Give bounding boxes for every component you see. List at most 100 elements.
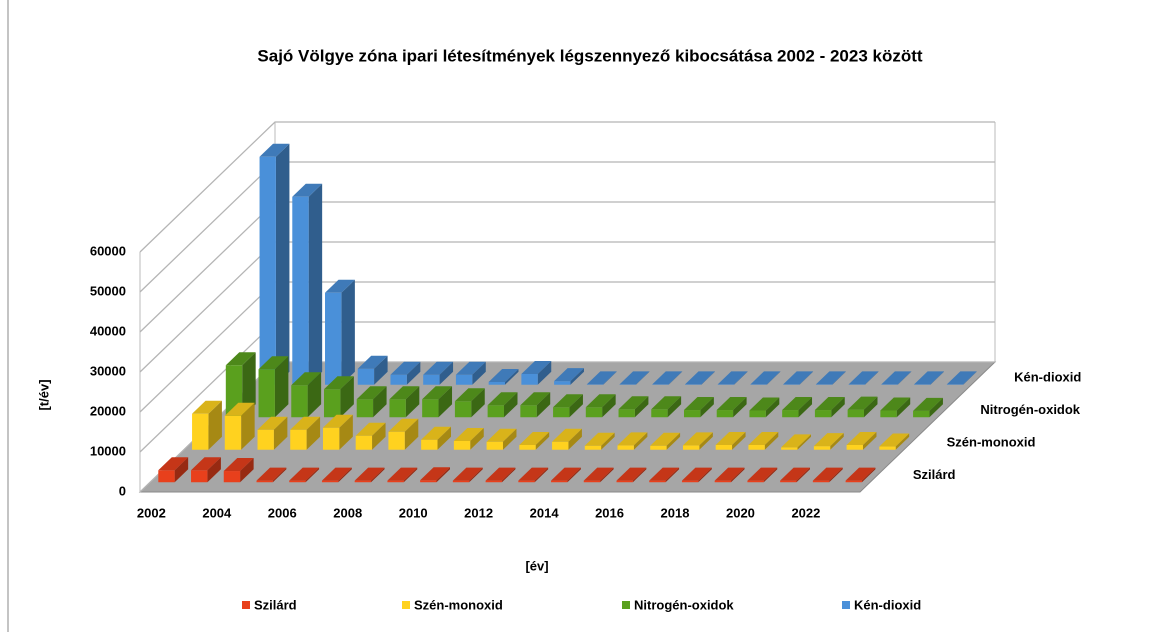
chart-title: Sajó Völgye zóna ipari létesítmények lég… [257,46,922,65]
bar-top [685,371,715,385]
bar-side [765,397,780,418]
bar-side [242,352,256,418]
bar-front [716,410,734,418]
bar-front [551,480,568,483]
bar [619,371,650,385]
bar [191,457,221,483]
bar-top [583,467,614,481]
bar [487,392,518,418]
bar-side [930,371,944,385]
bar-side [241,402,255,450]
bar-top [749,397,780,411]
bar-side [963,371,977,385]
bar-side [666,432,681,450]
bar-front [879,446,896,450]
bar-side [570,368,584,385]
bar-top [422,386,453,400]
bar-side [340,376,354,418]
bar-front [847,409,864,418]
bar-side [603,371,617,385]
bar-side [633,432,648,450]
bar-top [716,397,747,411]
bar [552,428,582,450]
legend-label: Kén-dioxid [854,597,921,612]
bar-front [356,399,374,418]
bar-front [616,480,633,483]
bar-side [929,397,943,418]
bar [423,361,454,385]
bar-side [830,433,844,450]
bar-side [733,397,747,418]
bar-top [521,360,552,374]
bar-side [766,371,781,385]
bar-front [223,471,241,483]
bar-front [452,480,470,483]
bar-front [486,441,503,450]
x-tick-label: 2002 [137,505,166,520]
y-tick-label: 20000 [90,403,126,418]
bar-side [832,371,846,385]
bar-front [191,470,208,483]
bar-front [158,470,175,483]
bar [685,371,715,385]
bar-top [454,388,485,402]
bar-top [551,467,581,481]
bar-side [472,361,486,385]
bar-top [452,467,483,481]
bar-top [782,397,813,411]
bar [387,467,418,483]
bar [618,396,649,418]
depth-axis-label: Kén-dioxid [1014,370,1081,385]
bar-front [355,435,373,450]
bar-side [307,372,322,418]
bar-front [518,480,535,483]
bar-top [879,433,910,447]
bar-side [665,467,680,483]
bar [388,418,419,450]
grid-line [139,121,995,253]
bar [356,386,387,418]
bar-front [715,444,733,450]
bar-top [649,467,680,481]
bar [551,467,581,483]
bar [291,372,322,418]
bar-top [488,368,519,382]
bar-top [553,394,583,408]
bar-front [289,480,306,483]
bar-front [553,407,570,418]
bar-top [389,386,420,400]
x-tick-label: 2020 [726,505,755,520]
bar [520,392,551,418]
y-tick-label: 30000 [90,363,126,378]
bar-top [815,371,846,385]
bar-top [750,371,781,385]
bar-front [389,399,406,418]
bar [455,361,486,385]
bar-top [717,371,748,385]
bar-side [732,431,746,450]
bar [586,371,617,385]
bar-side [602,394,616,418]
bar-front [683,410,701,418]
bar-top [290,416,321,430]
bar [422,386,453,418]
bar [649,467,680,483]
bar-side [308,183,323,385]
bar-top [584,432,615,446]
depth-axis-label: Nitrogén-oxidok [980,402,1080,417]
depth-axis-label: Szén-monoxid [947,435,1036,450]
bar-side [632,467,647,483]
bar-top [421,426,452,440]
bar-side [437,426,452,450]
bar-top [913,397,943,411]
bar-side [635,371,650,385]
bar-top [651,396,682,410]
bar-top [618,396,649,410]
bar-side [796,467,810,483]
bar-side [240,458,254,483]
bar-front [714,480,732,483]
bar-front [290,429,307,450]
bar-side [863,396,878,418]
bar-front [650,445,667,450]
